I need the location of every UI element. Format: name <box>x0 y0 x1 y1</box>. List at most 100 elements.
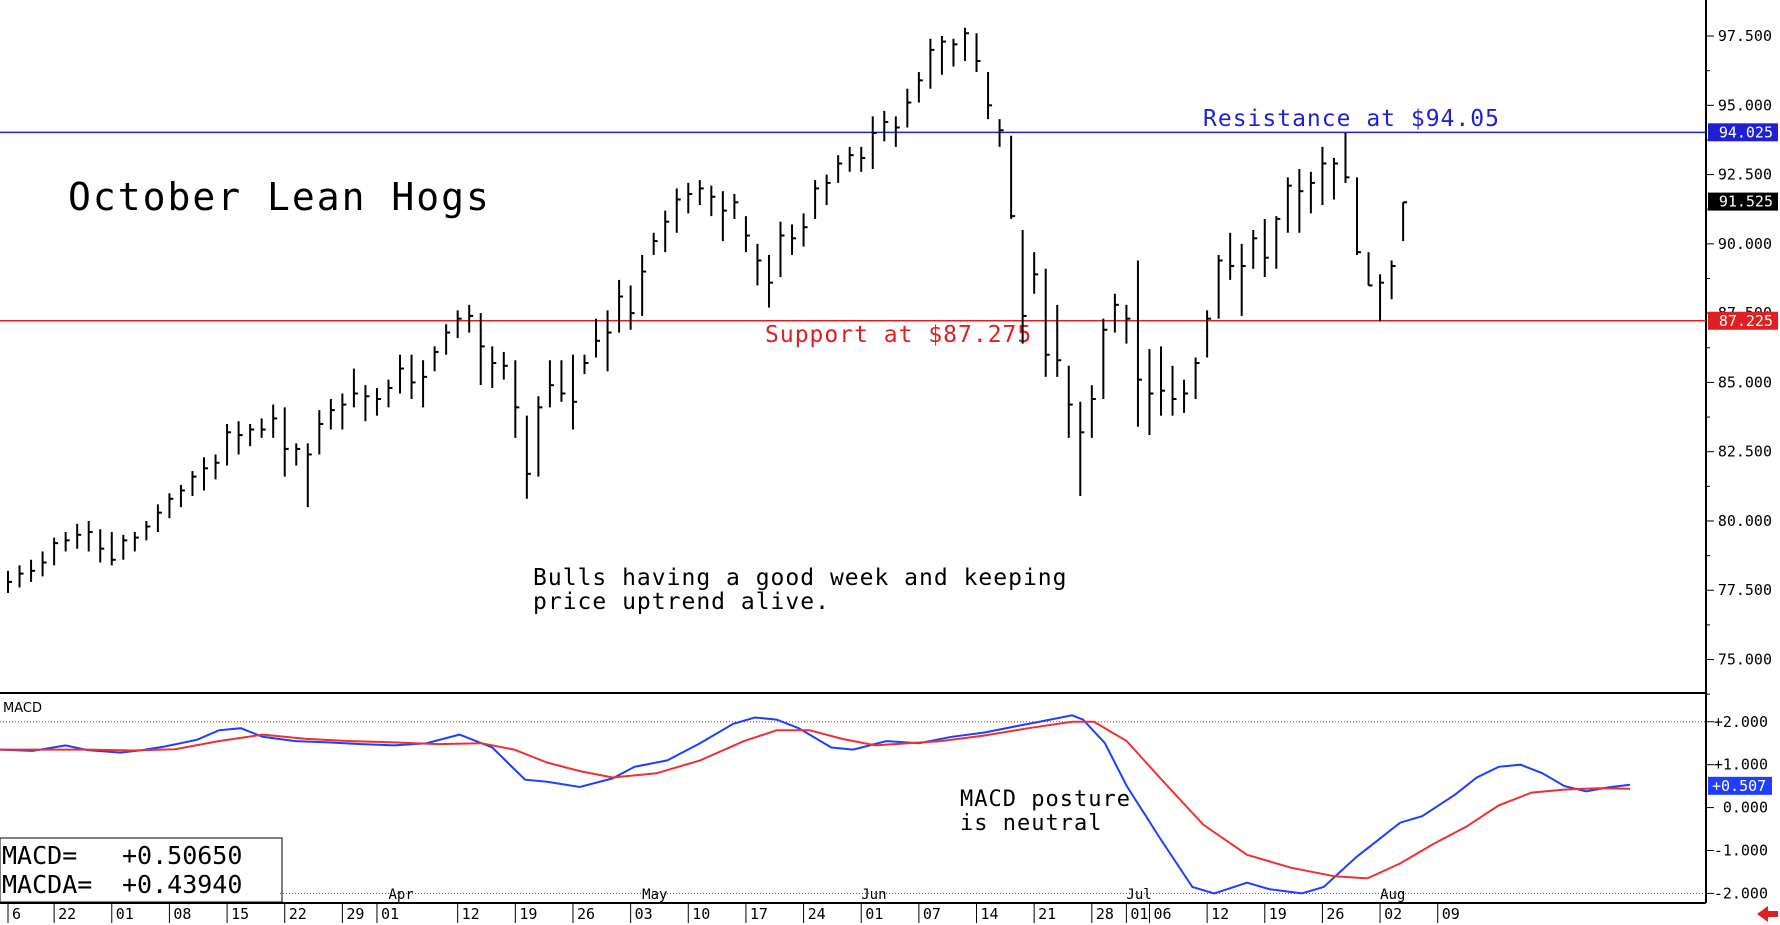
ohlc-bar <box>710 185 716 217</box>
ohlc-bar <box>1390 260 1396 300</box>
ohlc-bar <box>99 529 105 563</box>
ohlc-bar <box>1229 232 1235 280</box>
ohlc-bar <box>1102 318 1108 400</box>
ohlc-bar <box>1286 177 1292 233</box>
support-label: Support at $87.275 <box>765 322 1032 348</box>
ohlc-bar <box>733 193 739 219</box>
date-tick-label: 22 <box>58 905 76 923</box>
ohlc-bar <box>1010 135 1016 219</box>
ohlc-bar <box>548 360 554 408</box>
date-tick-label: 12 <box>1211 905 1229 923</box>
macd-badge-label: +0.507 <box>1712 777 1766 795</box>
ohlc-bar <box>1252 230 1258 269</box>
ohlc-bar <box>860 146 866 172</box>
macd-lines <box>0 714 1631 895</box>
ohlc-bar <box>629 285 635 330</box>
price-tick-label: 77.500 <box>1718 581 1772 599</box>
guide-lines <box>0 131 1706 894</box>
price-tick-label: 92.500 <box>1718 166 1772 184</box>
ohlc-bar <box>1183 379 1189 413</box>
price-badge-black: 91.525 <box>1708 192 1778 211</box>
ohlc-bar <box>883 110 889 142</box>
price-tick-label: 75.000 <box>1718 651 1772 669</box>
date-tick-label: 26 <box>577 905 595 923</box>
macda-line <box>0 720 1631 880</box>
ohlc-bar <box>1056 304 1062 377</box>
ohlc-bar <box>1033 252 1039 294</box>
macd-line <box>0 714 1631 895</box>
date-tick-label: 19 <box>1269 905 1287 923</box>
ohlc-bars <box>7 27 1408 594</box>
month-label: May <box>642 887 667 903</box>
macd-note-line-2: is neutral <box>960 811 1102 836</box>
price-badge-support: 87.225 <box>1708 311 1778 330</box>
price-badges: 94.025 91.525 87.225 +0.507 <box>1708 123 1778 795</box>
date-tick-label: 06 <box>1153 905 1171 923</box>
macda-readout-value: +0.43940 <box>122 870 242 899</box>
ohlc-bar <box>525 415 531 499</box>
date-tick-label: 29 <box>346 905 364 923</box>
ohlc-bar <box>191 471 197 497</box>
ohlc-bar <box>1206 310 1212 358</box>
scroll-left-arrow-icon[interactable] <box>1757 906 1778 922</box>
date-tick-label: 22 <box>289 905 307 923</box>
month-label: Apr <box>388 887 413 903</box>
ohlc-bar <box>595 318 601 358</box>
macd-readout: MACD= +0.50650 MACDA= +0.43940 <box>0 837 283 903</box>
ohlc-bar <box>1367 252 1373 287</box>
ohlc-bar <box>779 221 785 278</box>
date-tick-label: 12 <box>462 905 480 923</box>
price-badge-resistance: 94.025 <box>1708 123 1778 142</box>
ohlc-bar <box>18 565 24 588</box>
ohlc-bar <box>214 454 220 480</box>
ohlc-bar <box>825 174 831 206</box>
date-tick-label: 08 <box>173 905 191 923</box>
ohlc-bar <box>133 532 139 552</box>
ohlc-bar <box>122 534 128 560</box>
macd-note-line-1: MACD posture <box>960 787 1131 812</box>
ohlc-bar <box>791 224 797 255</box>
ohlc-bar <box>237 421 243 455</box>
ohlc-bar <box>917 72 923 103</box>
ohlc-bar <box>433 346 439 372</box>
ohlc-bar <box>145 520 151 541</box>
date-tick-label: 28 <box>1096 905 1114 923</box>
ohlc-bar <box>837 155 843 183</box>
ohlc-bar <box>156 504 162 533</box>
ohlc-bar <box>491 346 497 388</box>
ohlc-bar <box>814 180 820 219</box>
ohlc-bar <box>468 304 474 333</box>
ohlc-bar <box>445 324 451 355</box>
date-tick-label: 09 <box>1442 905 1460 923</box>
macd-panel-title: MACD <box>3 701 42 716</box>
price-badge-bg <box>1708 311 1778 330</box>
month-label: Aug <box>1380 887 1405 903</box>
ohlc-bar <box>537 396 543 477</box>
ohlc-bar <box>1160 346 1165 416</box>
ohlc-bar <box>1171 365 1177 416</box>
date-tick-label: 03 <box>635 905 653 923</box>
ohlc-bar <box>664 210 670 253</box>
ohlc-bar <box>1309 171 1315 214</box>
ohlc-bar <box>975 33 981 73</box>
ohlc-bar <box>1379 274 1385 322</box>
ohlc-bar <box>1321 146 1327 206</box>
ohlc-bar <box>7 570 12 594</box>
ohlc-bar <box>375 387 381 416</box>
ohlc-bar <box>272 404 278 438</box>
ohlc-bar <box>64 532 70 552</box>
ohlc-bar <box>894 116 900 147</box>
ohlc-bar <box>952 38 958 67</box>
date-tick-label: 21 <box>1038 905 1056 923</box>
ohlc-bar <box>306 443 312 508</box>
ohlc-bar <box>30 559 36 582</box>
price-tick-label: 97.500 <box>1718 27 1772 45</box>
price-badge-label: 94.025 <box>1719 123 1773 141</box>
macd-tick-label: -1.000 <box>1714 842 1768 860</box>
macd-tick-label: 0.000 <box>1723 799 1768 817</box>
ohlc-bar <box>1344 133 1350 183</box>
ohlc-bar <box>53 537 59 566</box>
ohlc-bar <box>226 423 232 466</box>
ohlc-bar <box>618 279 624 333</box>
ohlc-bar <box>906 88 912 128</box>
